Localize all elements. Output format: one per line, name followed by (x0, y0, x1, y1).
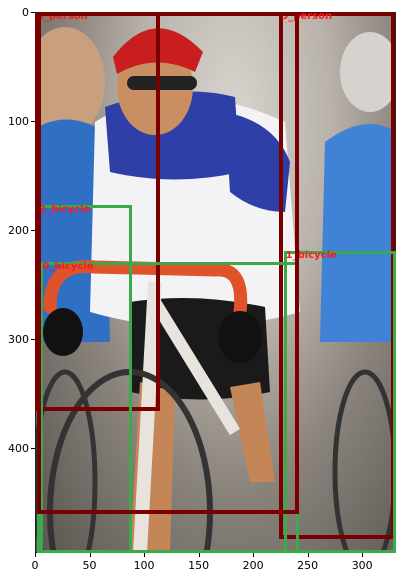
y-tick-mark (31, 121, 35, 123)
x-tick-mark (35, 553, 36, 557)
bicycle-box-label: 2_bicycle (39, 204, 91, 216)
y-tick-mark (31, 339, 35, 341)
x-tick-mark (89, 553, 91, 557)
person-bounding-box (37, 12, 299, 514)
x-tick-label: 250 (297, 559, 319, 572)
x-tick-label: 0 (31, 559, 39, 572)
x-tick-mark (198, 553, 200, 557)
x-tick-label: 150 (188, 559, 210, 572)
y-tick-label: 300 (8, 332, 29, 346)
y-tick-label: 100 (8, 114, 29, 128)
x-tick-mark (362, 553, 364, 557)
y-tick-mark (31, 12, 35, 13)
x-tick-label: 300 (351, 559, 373, 572)
person-box-label: 4_person (37, 11, 88, 22)
x-tick-label: 50 (82, 559, 97, 572)
y-tick-label: 200 (8, 223, 29, 237)
x-tick-mark (144, 553, 146, 557)
x-tick-mark (307, 553, 309, 557)
person-box-label: 5_person (281, 11, 333, 22)
y-tick-mark (31, 230, 35, 232)
person-bounding-box (279, 12, 395, 539)
bicycle-bounding-box (283, 250, 396, 553)
bicycle-box-label: 0_bicycle (42, 260, 94, 272)
x-tick-label: 200 (242, 559, 264, 572)
y-tick-label: 0 (22, 5, 29, 19)
bicycle-box-label: 1_bicycle (285, 249, 337, 261)
x-tick-mark (253, 553, 255, 557)
y-tick-mark (31, 448, 35, 450)
x-tick-label: 100 (133, 559, 155, 572)
y-tick-label: 400 (8, 441, 29, 455)
